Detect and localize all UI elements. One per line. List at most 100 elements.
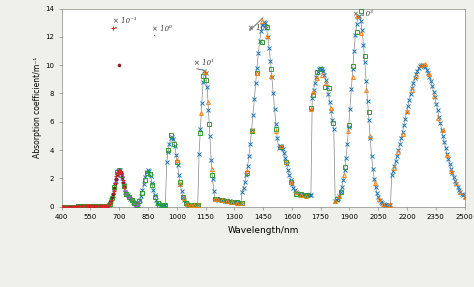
Pope and Fry (1997) <box>113 174 119 178</box>
Sogandares and Fry (1997) <box>91 205 97 208</box>
Kou, Labrie and Chylek (1993) <box>400 130 405 133</box>
Smith and Baker (1981) <box>105 203 111 207</box>
Hale and Querry (1973) <box>264 25 269 29</box>
Sogandares and Fry (1997) <box>73 205 79 208</box>
Kou, Labrie and Chylek (1993) <box>305 194 311 197</box>
Pope and Fry (1997) <box>100 205 105 208</box>
Pope and Fry (1997) <box>120 178 126 182</box>
Smith and Baker (1981) <box>111 187 117 191</box>
Palmer and Williams (1974) <box>195 203 201 207</box>
Kou, Labrie and Chylek (1993) <box>425 71 431 75</box>
Smith and Baker (1981) <box>136 201 141 205</box>
Pope and Fry (1997) <box>97 205 103 208</box>
Pope and Fry (1997) <box>103 204 109 208</box>
Pope and Fry (1997) <box>74 205 80 208</box>
Pope and Fry (1997) <box>64 205 70 208</box>
Pope and Fry (1997) <box>72 205 77 208</box>
Kou, Labrie and Chylek (1993) <box>59 205 64 208</box>
Pope and Fry (1997) <box>70 205 76 208</box>
Pope and Fry (1997) <box>91 205 96 208</box>
Kou, Labrie and Chylek (1993) <box>356 14 362 18</box>
Smith and Baker (1981) <box>104 204 110 208</box>
Pope and Fry (1997) <box>107 201 113 205</box>
Line: Smith and Baker (1981): Smith and Baker (1981) <box>60 169 140 208</box>
Hale and Querry (1973) <box>234 201 240 204</box>
Hale and Querry (1973) <box>259 40 264 44</box>
Sogandares and Fry (1997) <box>116 63 122 67</box>
Pope and Fry (1997) <box>94 205 100 208</box>
Hale and Querry (1973) <box>59 205 64 208</box>
Sogandares and Fry (1997) <box>77 205 83 208</box>
Pope and Fry (1997) <box>89 205 95 208</box>
Hale and Querry (1973) <box>68 205 74 208</box>
Hale and Querry (1973) <box>366 110 372 114</box>
Pope and Fry (1997) <box>83 205 89 208</box>
Pope and Fry (1997) <box>118 171 124 174</box>
Smith and Baker (1981) <box>116 168 122 172</box>
Pope and Fry (1997) <box>69 205 74 208</box>
Line: Sogandares and Fry (1997): Sogandares and Fry (1997) <box>60 64 126 208</box>
Pope and Fry (1997) <box>65 205 71 208</box>
Pope and Fry (1997) <box>111 189 117 193</box>
Pope and Fry (1997) <box>79 205 85 208</box>
Pope and Fry (1997) <box>115 171 120 174</box>
Palmer and Williams (1974) <box>444 153 450 157</box>
Pope and Fry (1997) <box>117 169 123 173</box>
Text: × 10³: × 10³ <box>353 10 373 18</box>
Pope and Fry (1997) <box>63 205 68 208</box>
Smith and Baker (1981) <box>93 205 99 208</box>
Palmer and Williams (1974) <box>174 158 180 162</box>
Line: Pope and Fry (1997): Pope and Fry (1997) <box>59 26 127 209</box>
Pope and Fry (1997) <box>66 205 72 208</box>
Kou, Labrie and Chylek (1993) <box>462 195 467 199</box>
Line: Palmer and Williams (1974): Palmer and Williams (1974) <box>175 14 466 207</box>
Pope and Fry (1997) <box>60 205 66 208</box>
Pope and Fry (1997) <box>109 27 115 30</box>
Pope and Fry (1997) <box>92 205 98 208</box>
Pope and Fry (1997) <box>61 205 67 208</box>
Pope and Fry (1997) <box>75 205 81 208</box>
Palmer and Williams (1974) <box>354 15 360 18</box>
Kou, Labrie and Chylek (1993) <box>297 193 303 196</box>
Smith and Baker (1981) <box>59 205 64 208</box>
Pope and Fry (1997) <box>68 205 73 208</box>
Smith and Baker (1981) <box>128 197 134 201</box>
Smith and Baker (1981) <box>109 199 114 202</box>
Hale and Querry (1973) <box>358 9 364 13</box>
Pope and Fry (1997) <box>82 205 87 208</box>
Pope and Fry (1997) <box>105 204 110 208</box>
X-axis label: Wavelength/nm: Wavelength/nm <box>228 226 299 235</box>
Hale and Querry (1973) <box>244 171 249 174</box>
Kou, Labrie and Chylek (1993) <box>60 205 66 208</box>
Line: Hale and Querry (1973): Hale and Querry (1973) <box>60 9 371 209</box>
Kou, Labrie and Chylek (1993) <box>299 193 304 197</box>
Pope and Fry (1997) <box>84 205 90 208</box>
Sogandares and Fry (1997) <box>121 185 127 189</box>
Palmer and Williams (1974) <box>376 197 382 201</box>
Palmer and Williams (1974) <box>409 89 415 92</box>
Sogandares and Fry (1997) <box>112 182 118 186</box>
Pope and Fry (1997) <box>116 168 122 172</box>
Y-axis label: Absorption coefficient/m⁻¹: Absorption coefficient/m⁻¹ <box>33 57 42 158</box>
Pope and Fry (1997) <box>106 203 111 207</box>
Pope and Fry (1997) <box>112 182 118 185</box>
Text: × 10⁻¹: × 10⁻¹ <box>113 17 137 25</box>
Text: × 10²: × 10² <box>248 24 268 32</box>
Pope and Fry (1997) <box>102 205 108 208</box>
Sogandares and Fry (1997) <box>119 176 125 179</box>
Pope and Fry (1997) <box>81 205 86 208</box>
Pope and Fry (1997) <box>87 205 92 208</box>
Pope and Fry (1997) <box>88 205 94 208</box>
Pope and Fry (1997) <box>98 205 104 208</box>
Pope and Fry (1997) <box>78 205 83 208</box>
Sogandares and Fry (1997) <box>59 205 64 208</box>
Pope and Fry (1997) <box>77 205 82 208</box>
Pope and Fry (1997) <box>73 205 79 208</box>
Pope and Fry (1997) <box>85 205 91 208</box>
Pope and Fry (1997) <box>121 185 127 189</box>
Text: × 10¹: × 10¹ <box>194 59 214 67</box>
Pope and Fry (1997) <box>96 205 101 208</box>
Pope and Fry (1997) <box>59 205 64 208</box>
Text: × 10⁰: × 10⁰ <box>152 25 172 33</box>
Palmer and Williams (1974) <box>440 128 446 132</box>
